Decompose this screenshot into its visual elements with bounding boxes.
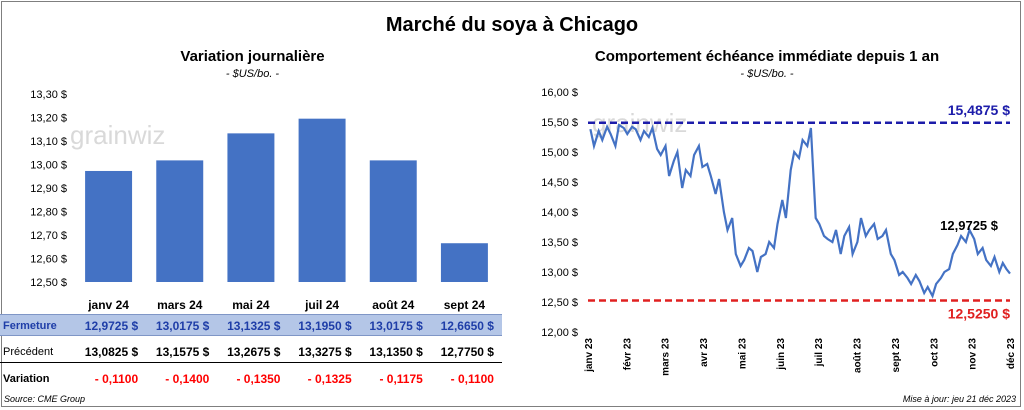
y-tick-label: 13,00 $ <box>541 267 578 279</box>
y-tick-label: 13,00 $ <box>30 160 67 172</box>
y-tick-label: 12,90 $ <box>30 183 67 195</box>
y-tick-label: 15,50 $ <box>541 117 578 129</box>
table-cell: 13,0825 $ <box>84 345 139 359</box>
y-tick-label: 12,80 $ <box>30 207 67 219</box>
x-tick-label: mars 24 <box>157 298 203 312</box>
table-cell: - 0,1325 <box>307 372 352 386</box>
y-tick-label: 13,30 $ <box>30 89 67 101</box>
x-tick-label: nov 23 <box>968 338 979 370</box>
table-cell: - 0,1350 <box>236 372 281 386</box>
table-cell: 13,1950 $ <box>298 319 352 333</box>
watermark-logo: grainwiz <box>70 120 165 150</box>
line-chart: grainwiz 12,00 $ 12,50 $ 13,00 $ 13,50 $ 14,… <box>541 87 1017 376</box>
row-label-variation: Variation <box>3 373 50 385</box>
table-cell: - 0,1100 <box>94 372 139 386</box>
x-tick-label: juin 23 <box>776 338 787 371</box>
x-tick-label: janv 24 <box>87 298 129 312</box>
table-cell: - 0,1175 <box>379 372 423 386</box>
bar <box>85 170 133 282</box>
table-cell: 13,2675 $ <box>227 345 281 359</box>
left-chart-unit: - $US/bo. - <box>225 68 280 80</box>
table-row-variation: Variation - 0,1100 - 0,1400 - 0,1350 - 0,13… <box>0 368 502 390</box>
table-cell: 12,9725 $ <box>84 319 139 333</box>
x-tick-label: déc 23 <box>1006 338 1017 370</box>
y-tick-label: 16,00 $ <box>541 87 578 99</box>
watermark-logo-right: grainwiz <box>592 108 687 138</box>
table-cell: 13,1350 $ <box>369 345 423 359</box>
right-chart-title: Comportement échéance immédiate depuis 1… <box>594 48 940 65</box>
table-cell: 13,1325 $ <box>227 319 281 333</box>
y-tick-label: 12,00 $ <box>541 327 578 339</box>
table-cell: 13,0175 $ <box>155 319 210 333</box>
x-tick-label: mai 24 <box>232 298 270 312</box>
x-tick-label: févr 23 <box>622 338 633 371</box>
page-title: Marché du soya à Chicago <box>385 14 639 36</box>
left-chart-title: Variation journalière <box>180 48 325 65</box>
source-note: Source: CME Group <box>4 394 86 404</box>
table-cell: 13,0175 $ <box>369 319 423 333</box>
bar <box>440 243 488 282</box>
y-tick-label: 13,10 $ <box>30 136 67 148</box>
x-tick-label: août 23 <box>853 338 864 373</box>
series-line <box>589 123 1011 299</box>
low-value-label: 12,5250 $ <box>948 306 1010 322</box>
table-cell: - 0,1400 <box>165 372 210 386</box>
bar-chart: grainwiz 12,50 $ 12,60 $ 12,70 $ 12,80 $ 12,… <box>30 89 488 312</box>
x-tick-label: sept 24 <box>444 298 486 312</box>
x-tick-label: juil 24 <box>304 298 339 312</box>
update-note: Mise à jour: jeu 21 déc 2023 <box>902 394 1016 404</box>
x-tick-label: oct 23 <box>929 338 940 367</box>
y-tick-label: 12,70 $ <box>30 230 67 242</box>
x-tick-label: mai 23 <box>737 338 748 370</box>
y-tick-label: 12,50 $ <box>541 297 578 309</box>
row-label-close: Fermeture <box>3 320 57 332</box>
table-cell: - 0,1100 <box>450 372 494 386</box>
table-row-close: Fermeture 12,9725 $ 13,0175 $ 13,1325 $ 13,… <box>0 314 502 336</box>
table-cell: 12,6650 $ <box>440 319 494 333</box>
row-label-previous: Précédent <box>3 346 54 358</box>
y-tick-label: 14,00 $ <box>541 207 578 219</box>
y-tick-label: 12,60 $ <box>30 254 67 266</box>
x-tick-label: sept 23 <box>891 338 902 373</box>
x-tick-label: août 24 <box>372 298 414 312</box>
table-cell: 13,3275 $ <box>298 345 352 359</box>
x-tick-label: juil 23 <box>814 338 825 368</box>
right-chart-unit: - $US/bo. - <box>740 68 794 80</box>
x-tick-label: mars 23 <box>661 338 672 376</box>
y-tick-label: 12,50 $ <box>30 277 67 289</box>
bar <box>227 133 275 282</box>
last-value-label: 12,9725 $ <box>940 218 999 233</box>
x-tick-label: avr 23 <box>699 338 710 367</box>
high-value-label: 15,4875 $ <box>948 102 1010 118</box>
table-cell: 12,7750 $ <box>440 345 494 359</box>
y-tick-label: 13,50 $ <box>541 237 578 249</box>
bar <box>298 118 346 282</box>
table-row-previous: Précédent 13,0825 $ 13,1575 $ 13,2675 $ 13,… <box>0 341 502 363</box>
y-tick-label: 15,00 $ <box>541 147 578 159</box>
y-tick-label: 13,20 $ <box>30 113 67 125</box>
y-tick-label: 14,50 $ <box>541 177 578 189</box>
x-tick-label: janv 23 <box>584 338 595 373</box>
bar <box>156 160 204 282</box>
table-cell: 13,1575 $ <box>155 345 210 359</box>
bar <box>369 160 417 282</box>
